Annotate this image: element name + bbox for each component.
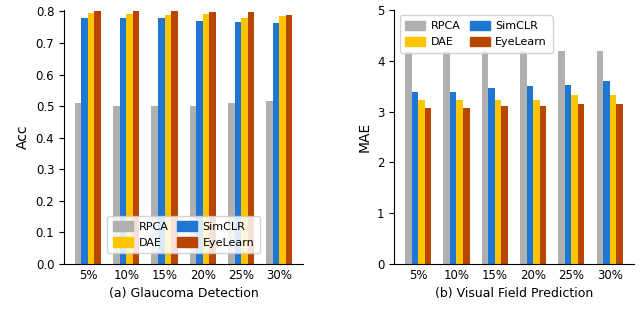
Bar <box>158 18 164 264</box>
Bar <box>610 95 616 264</box>
Legend: RPCA, DAE, SimCLR, EyeLearn: RPCA, DAE, SimCLR, EyeLearn <box>108 216 260 253</box>
Bar <box>444 50 450 264</box>
Bar <box>616 104 623 264</box>
Bar <box>126 14 132 264</box>
X-axis label: (a) Glaucoma Detection: (a) Glaucoma Detection <box>109 287 259 300</box>
Bar <box>203 14 209 264</box>
Bar <box>280 16 286 264</box>
Bar <box>273 23 280 264</box>
Bar <box>190 106 196 264</box>
Bar <box>75 103 81 264</box>
Bar <box>248 13 254 264</box>
Y-axis label: Acc: Acc <box>16 125 30 149</box>
Bar <box>572 95 578 264</box>
Bar <box>527 86 533 264</box>
Legend: RPCA, DAE, SimCLR, EyeLearn: RPCA, DAE, SimCLR, EyeLearn <box>400 16 552 53</box>
Bar <box>120 18 126 264</box>
Bar <box>463 109 470 264</box>
Bar <box>412 92 418 264</box>
Bar <box>196 21 203 264</box>
Bar <box>540 106 546 264</box>
Bar <box>113 106 120 264</box>
Bar <box>596 50 603 264</box>
Bar <box>88 13 95 264</box>
Bar <box>456 100 463 264</box>
Bar <box>164 15 171 264</box>
Bar <box>241 18 248 264</box>
Bar <box>81 18 88 264</box>
Bar <box>286 15 292 264</box>
Bar <box>405 50 412 264</box>
X-axis label: (b) Visual Field Prediction: (b) Visual Field Prediction <box>435 287 593 300</box>
Bar <box>425 109 431 264</box>
Bar <box>533 100 540 264</box>
Bar <box>578 104 584 264</box>
Y-axis label: MAE: MAE <box>358 122 371 152</box>
Bar <box>95 12 101 264</box>
Bar <box>228 103 235 264</box>
Bar <box>450 92 456 264</box>
Bar <box>495 100 501 264</box>
Bar <box>266 101 273 264</box>
Bar <box>171 12 177 264</box>
Bar <box>152 106 158 264</box>
Bar <box>482 50 488 264</box>
Bar <box>209 13 216 264</box>
Bar <box>418 100 425 264</box>
Bar <box>501 107 508 264</box>
Bar <box>565 84 572 264</box>
Bar <box>558 50 565 264</box>
Bar <box>132 12 140 264</box>
Bar <box>603 81 610 264</box>
Bar <box>235 21 241 264</box>
Bar <box>520 50 527 264</box>
Bar <box>488 88 495 264</box>
